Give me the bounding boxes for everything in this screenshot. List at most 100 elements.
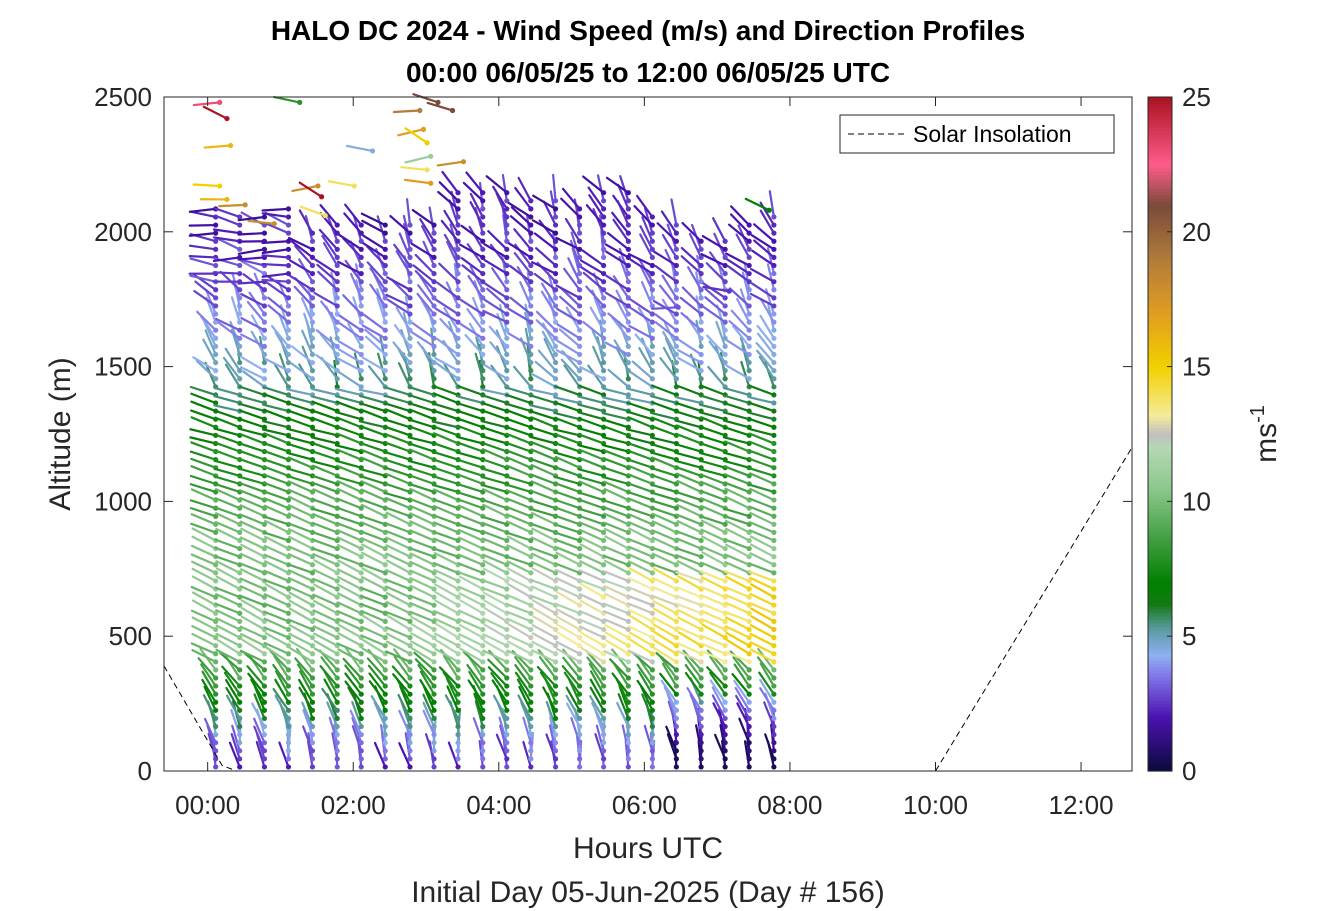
wind-barb <box>420 298 437 325</box>
wind-barb <box>677 349 704 366</box>
colorbar-segment <box>1148 760 1172 765</box>
wind-barb <box>215 593 243 608</box>
colorbar-segment <box>1148 518 1172 523</box>
wind-barb <box>589 306 607 333</box>
wind-barb <box>749 648 777 665</box>
wind-barb <box>735 233 752 261</box>
wind-barb <box>592 208 607 236</box>
wind-barb <box>723 610 752 624</box>
wind-barb <box>749 624 777 641</box>
colorbar-segment <box>1148 693 1172 698</box>
colorbar-segment <box>1148 696 1172 701</box>
wind-barb <box>702 306 728 325</box>
wind-barb <box>594 733 607 762</box>
wind-barb <box>580 646 607 665</box>
wind-barb <box>506 649 534 665</box>
wind-barb <box>336 642 364 657</box>
wind-barb <box>514 664 534 689</box>
wind-barb <box>458 592 486 608</box>
colorbar-segment <box>1148 204 1172 209</box>
wind-barb <box>563 267 583 293</box>
colorbar-segment <box>1148 407 1172 412</box>
colorbar-segment <box>1148 727 1172 732</box>
wind-barb <box>253 693 268 722</box>
y-tick-label: 0 <box>138 756 152 786</box>
colorbar-segment <box>1148 562 1172 567</box>
wind-barb <box>733 679 752 705</box>
wind-barb <box>467 274 486 301</box>
wind-barb <box>652 567 679 584</box>
wind-barb <box>214 520 243 536</box>
colorbar-segment <box>1148 305 1172 310</box>
wind-barb <box>424 733 437 762</box>
wind-barb <box>474 352 486 382</box>
wind-barb <box>700 634 728 649</box>
wind-barb <box>190 553 219 568</box>
wind-barb <box>578 625 607 641</box>
wind-barb <box>241 638 268 657</box>
wind-barb <box>353 352 364 382</box>
colorbar-segment <box>1148 434 1172 438</box>
wind-barb <box>532 194 559 212</box>
colorbar-segment <box>1148 265 1172 270</box>
colorbar-segment <box>1148 225 1172 230</box>
colorbar-segment <box>1148 150 1172 155</box>
wind-barb <box>486 287 510 309</box>
wind-barb <box>361 324 388 341</box>
wind-barb <box>453 262 461 293</box>
wind-barb <box>472 717 486 746</box>
wind-barb <box>369 267 388 293</box>
wind-barb <box>263 617 292 633</box>
wind-barb <box>587 186 607 212</box>
wind-barb <box>629 298 655 317</box>
wind-barb <box>579 259 607 277</box>
colorbar-segment <box>1148 508 1172 513</box>
wind-barb <box>540 290 559 317</box>
wind-barb <box>446 240 461 269</box>
wind-barb <box>496 345 510 374</box>
colorbar-segment <box>1148 211 1172 216</box>
wind-barb <box>469 200 486 228</box>
colorbar-segment <box>1148 464 1172 469</box>
wind-barb <box>522 740 534 770</box>
wind-barb <box>301 701 316 730</box>
wind-barb <box>764 733 777 762</box>
wind-barb <box>627 545 655 560</box>
wind-barb <box>675 571 704 584</box>
wind-barb <box>237 214 268 222</box>
wind-barb <box>639 225 655 252</box>
wind-barb <box>676 616 704 633</box>
wind-barb <box>487 658 510 681</box>
wind-barb <box>555 623 583 641</box>
wind-barb <box>482 633 510 649</box>
colorbar-segment <box>1148 319 1172 324</box>
y-tick-label: 1000 <box>94 486 152 516</box>
colorbar-segment <box>1148 322 1172 327</box>
wind-barb <box>336 568 364 584</box>
wind-barb <box>556 631 583 649</box>
colorbar-segment <box>1148 400 1172 405</box>
wind-barb <box>442 654 461 681</box>
colorbar-segment <box>1148 767 1172 772</box>
wind-barb <box>636 663 655 689</box>
wind-barb <box>652 623 679 641</box>
wind-barb <box>240 292 268 309</box>
wind-barb <box>200 663 219 689</box>
colorbar-segment <box>1148 214 1172 219</box>
wind-barb <box>385 650 413 665</box>
wind-barb <box>286 563 316 576</box>
wind-barb <box>365 335 388 358</box>
wind-barb <box>194 280 219 301</box>
wind-barb <box>323 670 340 697</box>
colorbar-segment <box>1148 245 1172 250</box>
wind-barb <box>604 639 631 657</box>
colorbar-segment <box>1148 262 1172 267</box>
wind-barb <box>261 254 292 261</box>
wind-barb-sparse <box>404 127 430 146</box>
wind-barb <box>296 663 316 689</box>
wind-barb <box>547 271 559 301</box>
wind-barb <box>700 609 728 624</box>
wind-barb <box>615 346 631 374</box>
wind-barb <box>578 480 607 495</box>
wind-barb <box>434 591 461 608</box>
